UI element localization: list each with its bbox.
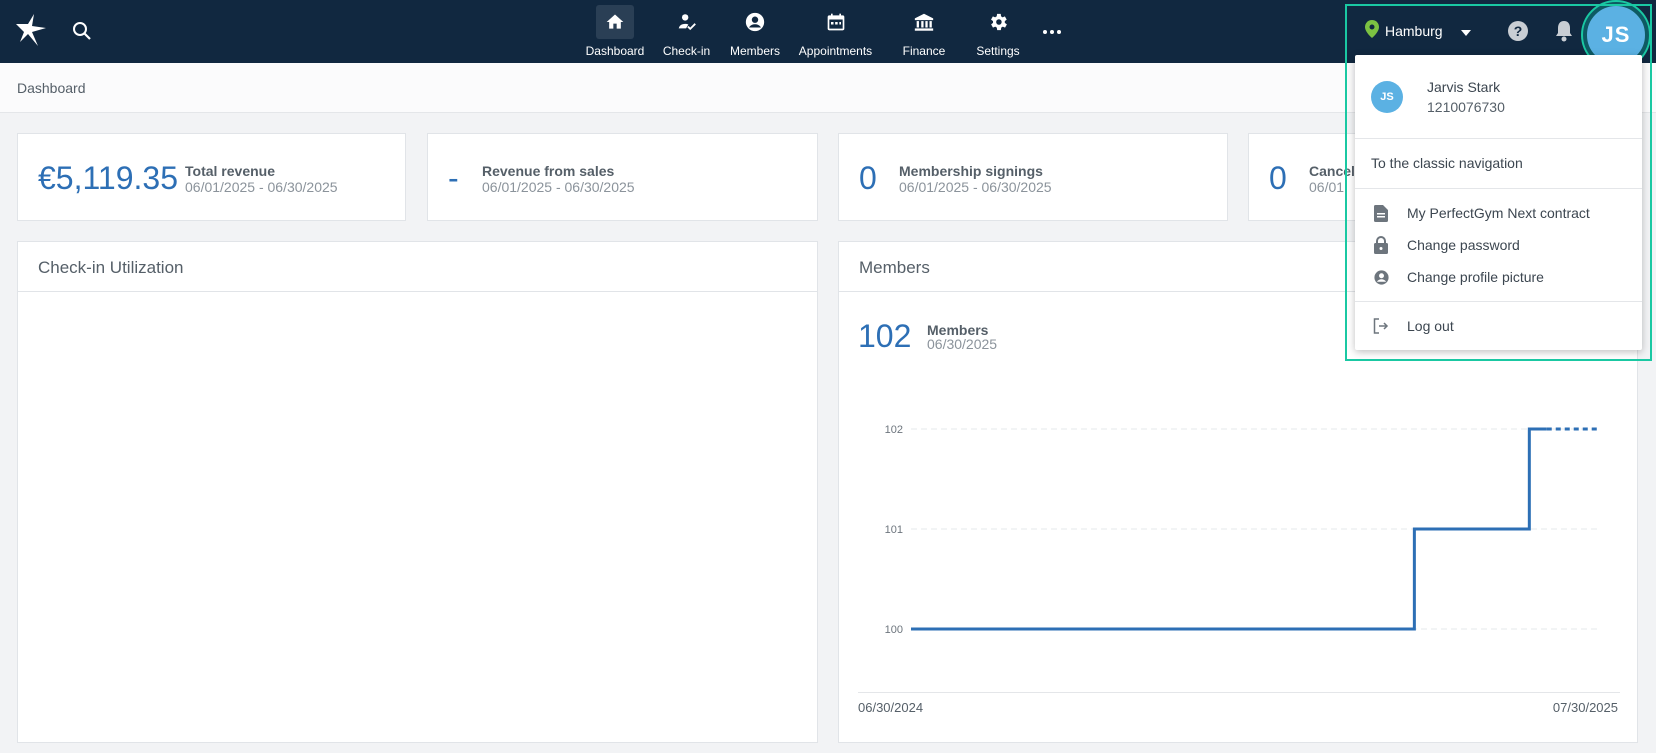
- checkin-utilization-panel: Check-in Utilization: [17, 241, 818, 743]
- menu-item-change-profile-picture[interactable]: Change profile picture: [1355, 261, 1642, 293]
- y-tick-label: 102: [885, 424, 903, 436]
- menu-item-log-out[interactable]: Log out: [1355, 310, 1642, 342]
- stat-period: 06/01: [1309, 179, 1345, 195]
- nav-label: Check-in: [662, 44, 711, 58]
- nav-label: Dashboard: [585, 44, 645, 58]
- location-pin-icon: [1365, 20, 1379, 41]
- svg-text:?: ?: [1514, 23, 1523, 39]
- main-nav: Dashboard Check-in Members Appointments …: [580, 0, 1072, 63]
- stat-value: -: [448, 160, 459, 196]
- stat-value: €5,119.35: [38, 160, 178, 196]
- nav-item-check-in[interactable]: Check-in: [650, 0, 723, 63]
- stat-title: Cancel: [1309, 163, 1355, 179]
- stat-card-revenue-from-sales: - Revenue from sales 06/01/2025 - 06/30/…: [427, 133, 818, 221]
- classic-navigation-link[interactable]: To the classic navigation: [1355, 139, 1642, 189]
- panel-title: Check-in Utilization: [18, 242, 817, 292]
- calendar-icon: [817, 5, 855, 39]
- menu-item-label: My PerfectGym Next contract: [1407, 205, 1590, 221]
- menu-item-label: Log out: [1407, 318, 1454, 334]
- account-circle-icon: [1371, 267, 1391, 287]
- chevron-down-icon: [1460, 23, 1471, 39]
- menu-item-label: Change profile picture: [1407, 269, 1544, 285]
- check-in-icon: [668, 5, 706, 39]
- dropdown-menu-section: My PerfectGym Next contract Change passw…: [1355, 189, 1642, 302]
- nav-item-dashboard[interactable]: Dashboard: [580, 0, 650, 63]
- bell-icon[interactable]: [1553, 19, 1575, 48]
- y-tick-label: 101: [885, 524, 903, 536]
- avatar: JS: [1371, 81, 1403, 113]
- stat-card-total-revenue: €5,119.35 Total revenue 06/01/2025 - 06/…: [17, 133, 406, 221]
- nav-item-settings[interactable]: Settings: [964, 0, 1032, 63]
- panel-title: Members: [839, 242, 1637, 292]
- stat-title: Total revenue: [185, 163, 275, 179]
- gear-icon: [979, 5, 1017, 39]
- members-date: 06/30/2025: [927, 336, 998, 352]
- menu-item-label: Change password: [1407, 237, 1520, 253]
- location-label: Hamburg: [1385, 22, 1443, 39]
- nav-item-members[interactable]: Members: [723, 0, 787, 63]
- nav-label: Settings: [976, 44, 1020, 58]
- dropdown-user-header: JS Jarvis Stark 1210076730: [1355, 55, 1642, 139]
- menu-item-contract[interactable]: My PerfectGym Next contract: [1355, 197, 1642, 229]
- location-selector[interactable]: Hamburg: [1365, 20, 1471, 41]
- nav-item-appointments[interactable]: Appointments: [787, 0, 884, 63]
- dropdown-highlight-frame: [1345, 4, 1652, 361]
- members-label: Members: [927, 322, 989, 338]
- home-icon: [596, 5, 634, 39]
- logo-icon[interactable]: [12, 12, 48, 48]
- lock-icon: [1371, 235, 1391, 255]
- y-tick-label: 100: [885, 624, 903, 636]
- logout-icon: [1371, 316, 1391, 336]
- nav-item-finance[interactable]: Finance: [884, 0, 964, 63]
- stat-title: Revenue from sales: [482, 163, 615, 179]
- stat-period: 06/01/2025 - 06/30/2025: [899, 179, 1052, 195]
- nav-label: Appointments: [798, 44, 873, 58]
- chart-start-date: 06/30/2024: [858, 700, 924, 715]
- profile-dropdown: JS Jarvis Stark 1210076730 To the classi…: [1355, 55, 1642, 350]
- members-chart: 102 101 100: [885, 424, 1599, 636]
- dropdown-logout-section: Log out: [1355, 302, 1642, 350]
- stat-value: 0: [1269, 160, 1287, 196]
- stat-period: 06/01/2025 - 06/30/2025: [482, 179, 635, 195]
- user-id: 1210076730: [1427, 99, 1505, 115]
- account-circle-icon: [736, 5, 774, 39]
- user-name: Jarvis Stark: [1427, 79, 1501, 95]
- stat-title: Membership signings: [899, 163, 1043, 179]
- stat-value: 0: [859, 160, 877, 196]
- search-icon[interactable]: [70, 19, 94, 43]
- stat-period: 06/01/2025 - 06/30/2025: [185, 179, 338, 195]
- nav-label: Members: [729, 44, 780, 58]
- bank-icon: [905, 5, 943, 39]
- breadcrumb: Dashboard: [17, 80, 86, 96]
- members-count: 102: [858, 318, 912, 354]
- chart-baseline: [858, 692, 1620, 693]
- more-icon[interactable]: [1032, 0, 1072, 63]
- nav-label: Finance: [902, 44, 946, 58]
- menu-item-change-password[interactable]: Change password: [1355, 229, 1642, 261]
- members-series-line: [911, 427, 1547, 631]
- chart-end-date: 07/30/2025: [1552, 700, 1618, 715]
- help-icon[interactable]: ?: [1506, 19, 1530, 48]
- stat-card-membership-signings: 0 Membership signings 06/01/2025 - 06/30…: [838, 133, 1228, 221]
- document-icon: [1371, 203, 1391, 223]
